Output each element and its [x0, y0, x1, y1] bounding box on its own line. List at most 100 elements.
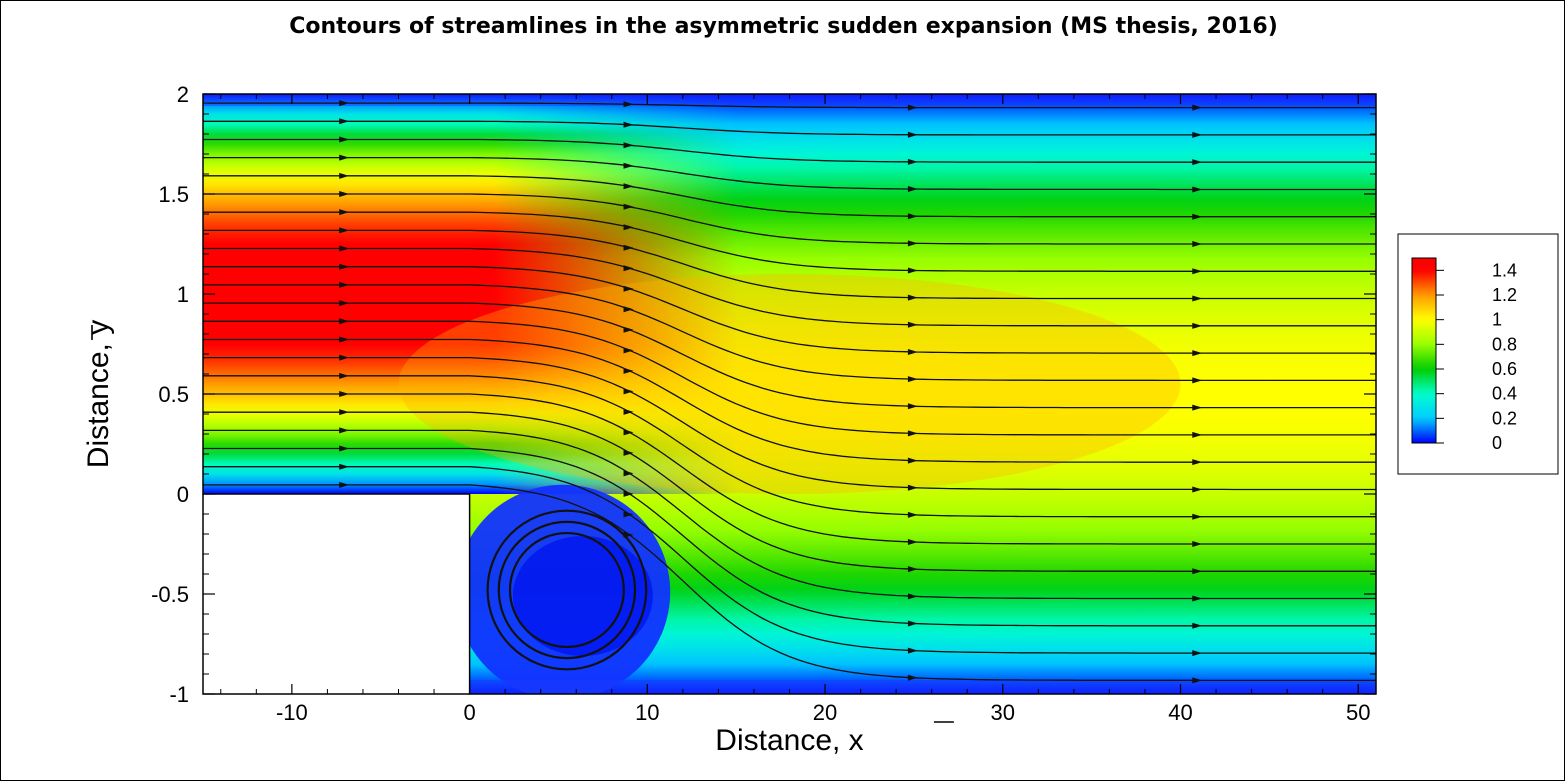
streamline-arrow	[623, 388, 634, 395]
streamline-arrow	[339, 281, 350, 288]
streamline-arrow	[907, 403, 918, 410]
streamline-arrow	[339, 354, 350, 361]
streamline-arrow	[907, 593, 918, 600]
streamline-arrow	[1192, 268, 1203, 275]
streamline-arrow	[907, 511, 918, 518]
streamline-arrow	[1192, 677, 1203, 684]
streamline-arrow	[339, 445, 350, 452]
streamline-arrow	[907, 430, 918, 437]
streamline-arrow	[339, 463, 350, 470]
y-axis-title: Distance, y	[82, 320, 115, 468]
streamline-arrow	[339, 427, 350, 434]
streamline-arrow	[907, 376, 918, 383]
streamline-arrow	[1192, 404, 1203, 411]
streamline-arrow	[1192, 513, 1203, 520]
streamline-arrow	[907, 158, 918, 165]
bottom-wall-layer	[469, 680, 1376, 694]
streamline	[203, 229, 1376, 300]
streamline-arrow	[907, 620, 918, 627]
streamline-arrow	[339, 372, 350, 379]
streamline	[203, 320, 1376, 436]
streamline-arrow	[623, 183, 634, 190]
streamline-arrow	[907, 539, 918, 546]
streamline-arrow	[907, 104, 918, 111]
streamline-arrow	[339, 191, 350, 197]
streamline	[203, 120, 1376, 136]
streamline-arrow	[623, 162, 634, 169]
streamline-arrow	[623, 142, 634, 149]
recirculation-streamline	[486, 509, 648, 671]
streamline	[203, 375, 1376, 518]
streamline-arrow	[907, 457, 918, 464]
streamline	[203, 411, 1376, 572]
streamline-arrow	[1192, 350, 1203, 357]
streamline-arrow	[623, 121, 634, 128]
streamline	[203, 211, 1376, 272]
legend: 1.4 1.2 1 0.8 0.6 0.4 0.2 0	[1397, 233, 1559, 475]
recirculation-core	[512, 536, 653, 656]
legend-label: 0.4	[1492, 384, 1517, 404]
streamline-arrow	[339, 172, 350, 179]
streamline-arrow	[907, 213, 918, 220]
jet-core	[398, 274, 1181, 494]
streamline-arrow	[1192, 540, 1203, 547]
y-tick-label: 1	[177, 282, 189, 307]
legend-label: 0.6	[1492, 359, 1517, 379]
streamline-arrow	[907, 240, 918, 247]
streamline-arrow	[623, 347, 634, 354]
streamline	[203, 356, 1376, 491]
x-tick-label: 40	[1168, 700, 1192, 725]
streamline-arrow	[1192, 595, 1203, 602]
y-tick-label: -0.5	[151, 582, 189, 607]
streamline-arrow	[339, 136, 350, 143]
streamline	[203, 247, 1376, 327]
legend-label: 0.2	[1492, 408, 1517, 428]
streamline-arrow	[1192, 213, 1203, 220]
streamline	[203, 484, 1376, 682]
streamline-arrow	[339, 209, 350, 216]
streamline	[203, 447, 1376, 627]
streamline-arrow	[1192, 650, 1203, 657]
streamline-arrow	[623, 408, 634, 415]
streamline	[203, 156, 1376, 191]
chart-title: Contours of streamlines in the asymmetri…	[289, 14, 1278, 39]
streamline-arrow	[339, 154, 350, 161]
recirculation-streamline	[497, 520, 637, 660]
streamline-arrow	[623, 367, 634, 374]
streamline-arrow	[623, 101, 634, 108]
x-tick-label: -10	[276, 700, 308, 725]
streamline-arrow	[623, 511, 634, 518]
streamline-arrow	[907, 566, 918, 573]
streamline-arrow	[339, 245, 350, 252]
streamline-arrow	[1192, 377, 1203, 384]
streamline-arrow	[1192, 486, 1203, 493]
step-block	[204, 495, 469, 693]
streamline	[203, 193, 1376, 245]
streamline-arrow	[623, 326, 634, 333]
streamline-arrow	[339, 263, 350, 270]
y-tick-label: 0.5	[158, 382, 189, 407]
streamline-arrow	[907, 674, 918, 681]
streamline-arrow	[623, 429, 634, 436]
streamline-arrow	[907, 294, 918, 301]
streamline-arrow	[907, 186, 918, 193]
streamline-arrow	[339, 409, 350, 416]
streamline-arrow	[339, 318, 350, 325]
streamline	[203, 302, 1376, 409]
streamline	[203, 393, 1376, 545]
streamline-arrow	[623, 449, 634, 456]
legend-colorbar	[1411, 257, 1437, 444]
streamline-arrow	[1192, 104, 1203, 111]
streamline-arrow	[1192, 159, 1203, 166]
x-tick-label: 0	[463, 700, 475, 725]
streamline	[203, 102, 1376, 109]
streamline-arrow	[907, 267, 918, 274]
recirculation-streamline	[508, 531, 625, 649]
streamline-arrow	[1192, 295, 1203, 302]
x-axis-title: Distance, x	[715, 724, 863, 757]
legend-label: 1.4	[1492, 260, 1517, 280]
streamline-arrow	[623, 490, 634, 497]
streamline	[203, 138, 1376, 163]
streamlines	[203, 100, 1376, 684]
streamline-arrow	[907, 484, 918, 491]
